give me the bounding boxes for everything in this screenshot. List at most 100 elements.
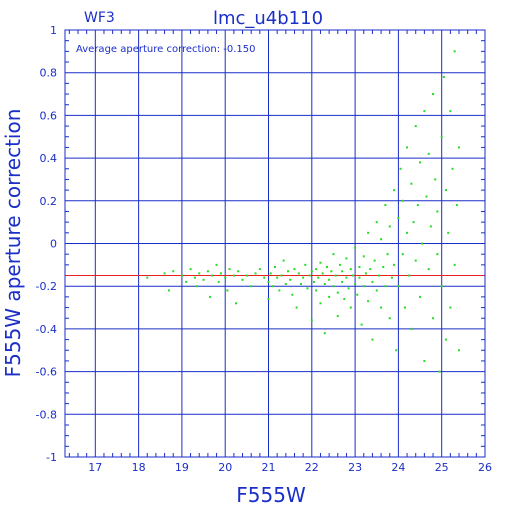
data-point bbox=[237, 270, 240, 273]
data-point bbox=[367, 231, 370, 234]
data-point bbox=[312, 280, 315, 283]
data-point bbox=[276, 276, 279, 279]
grid-lines bbox=[65, 30, 485, 457]
data-point bbox=[336, 291, 339, 294]
data-point bbox=[377, 274, 380, 277]
data-point bbox=[319, 302, 322, 305]
data-point bbox=[432, 317, 435, 320]
data-point bbox=[358, 265, 361, 268]
data-point bbox=[458, 146, 461, 149]
data-point bbox=[438, 370, 441, 373]
x-tick-labels: 17 18 19 20 21 22 23 24 25 26 bbox=[88, 461, 492, 474]
data-point bbox=[330, 270, 333, 273]
data-point bbox=[282, 259, 285, 262]
data-point bbox=[427, 152, 430, 155]
data-point bbox=[408, 274, 411, 277]
data-points bbox=[146, 50, 461, 373]
data-point bbox=[215, 263, 218, 266]
data-point bbox=[375, 289, 378, 292]
data-point bbox=[445, 338, 448, 341]
data-point bbox=[347, 287, 350, 290]
y-axis-label: F555W aperture correction bbox=[1, 109, 25, 378]
data-point bbox=[206, 270, 209, 273]
data-point bbox=[414, 259, 417, 262]
data-point bbox=[403, 306, 406, 309]
data-point bbox=[323, 283, 326, 286]
data-point bbox=[451, 167, 454, 170]
data-point bbox=[258, 268, 261, 271]
data-point bbox=[295, 306, 298, 309]
data-point bbox=[163, 272, 166, 275]
data-point bbox=[196, 285, 199, 288]
data-point bbox=[293, 268, 296, 271]
data-point bbox=[345, 276, 348, 279]
data-point bbox=[323, 332, 326, 335]
y-tick-label: -0.8 bbox=[36, 408, 57, 421]
data-point bbox=[410, 327, 413, 330]
x-tick-label: 22 bbox=[305, 461, 319, 474]
data-point bbox=[308, 274, 311, 277]
data-point bbox=[436, 210, 439, 213]
data-point bbox=[198, 272, 201, 275]
data-point bbox=[319, 261, 322, 264]
data-point bbox=[315, 268, 318, 271]
data-point bbox=[369, 268, 372, 271]
data-point bbox=[284, 283, 287, 286]
data-point bbox=[289, 278, 292, 281]
data-point bbox=[263, 276, 266, 279]
data-point bbox=[280, 274, 283, 277]
data-point bbox=[388, 225, 391, 228]
x-tick-label: 26 bbox=[478, 461, 492, 474]
x-axis-label: F555W bbox=[236, 483, 306, 507]
data-point bbox=[291, 293, 294, 296]
data-point bbox=[332, 253, 335, 256]
data-point bbox=[401, 253, 404, 256]
data-point bbox=[286, 270, 289, 273]
y-tick-label: 1 bbox=[50, 24, 57, 37]
data-point bbox=[410, 182, 413, 185]
data-point bbox=[384, 285, 387, 288]
data-point bbox=[325, 265, 328, 268]
data-point bbox=[364, 272, 367, 275]
data-point bbox=[235, 302, 238, 305]
data-point bbox=[304, 263, 307, 266]
data-point bbox=[356, 293, 359, 296]
data-point bbox=[458, 349, 461, 352]
x-tick-label: 24 bbox=[391, 461, 405, 474]
data-point bbox=[384, 204, 387, 207]
data-point bbox=[419, 161, 422, 164]
chip-label: WF3 bbox=[84, 10, 115, 26]
data-point bbox=[375, 221, 378, 224]
data-point bbox=[354, 246, 357, 249]
x-tick-label: 17 bbox=[88, 461, 102, 474]
data-point bbox=[241, 278, 244, 281]
data-point bbox=[321, 272, 324, 275]
data-point bbox=[349, 268, 352, 271]
y-tick-labels: -1 -0.8 -0.6 -0.4 -0.2 0 0.2 0.4 0.6 0.8 1 bbox=[36, 24, 57, 464]
data-point bbox=[343, 298, 346, 301]
data-point bbox=[271, 285, 274, 288]
data-point bbox=[412, 221, 415, 224]
x-tick-label: 20 bbox=[218, 461, 232, 474]
data-point bbox=[449, 110, 452, 113]
data-point bbox=[250, 285, 253, 288]
data-point bbox=[427, 268, 430, 271]
data-point bbox=[217, 280, 220, 283]
data-point bbox=[306, 287, 309, 290]
data-point bbox=[211, 274, 214, 277]
data-point bbox=[267, 298, 270, 301]
average-annotation: Average aperture correction: -0.150 bbox=[76, 44, 256, 55]
y-tick-label: -1 bbox=[46, 451, 57, 464]
data-point bbox=[406, 146, 409, 149]
data-point bbox=[440, 285, 443, 288]
data-point bbox=[338, 263, 341, 266]
data-point bbox=[393, 189, 396, 192]
data-point bbox=[406, 231, 409, 234]
data-point bbox=[421, 242, 424, 245]
data-point bbox=[440, 135, 443, 138]
data-point bbox=[328, 295, 331, 298]
data-point bbox=[386, 253, 389, 256]
data-point bbox=[423, 359, 426, 362]
data-point bbox=[310, 319, 313, 322]
